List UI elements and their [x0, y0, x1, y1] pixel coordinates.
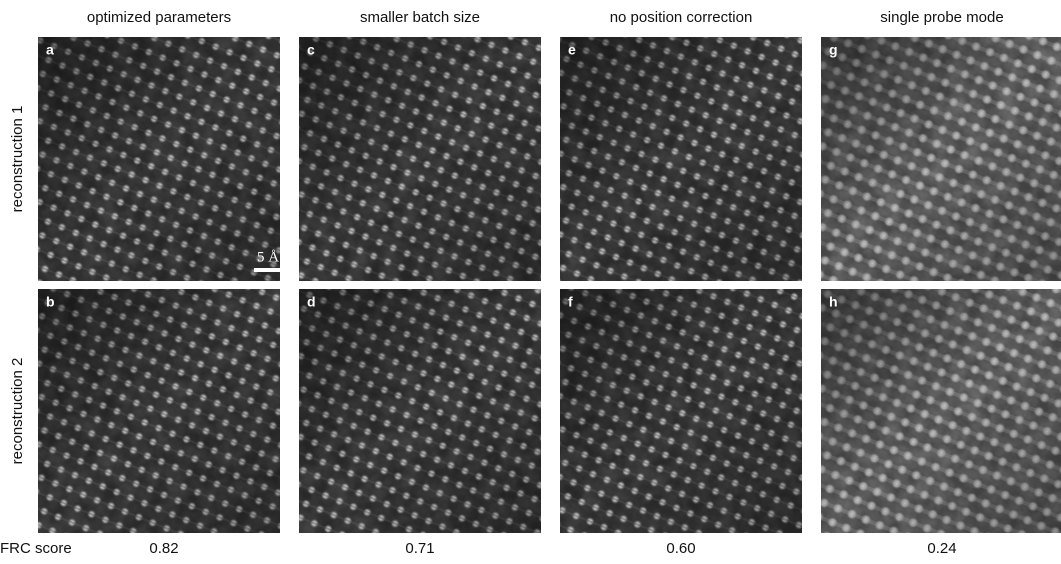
row-label: reconstruction 2: [9, 358, 26, 465]
column-title: smaller batch size: [360, 9, 480, 26]
row-label: reconstruction 1: [9, 106, 26, 213]
frc-score: 0.60: [666, 540, 695, 557]
image-panel: e: [560, 37, 802, 281]
image-panel: g: [821, 37, 1061, 281]
shading: [299, 37, 541, 281]
shading: [560, 37, 802, 281]
shading: [560, 289, 802, 533]
image-panel: d: [299, 289, 541, 533]
shading: [821, 289, 1061, 533]
image-panel: b: [38, 289, 280, 533]
scale-bar: [254, 268, 283, 272]
column-title: optimized parameters: [87, 9, 231, 26]
shading: [821, 37, 1061, 281]
frc-label: FRC score: [0, 540, 72, 557]
panel-letter: h: [829, 294, 838, 310]
panel-letter: f: [568, 294, 573, 310]
shading: [38, 289, 280, 533]
frc-score: 0.82: [149, 540, 178, 557]
image-panel: h: [821, 289, 1061, 533]
image-panel: f: [560, 289, 802, 533]
panel-letter: b: [46, 294, 55, 310]
image-panel: a: [38, 37, 280, 281]
panel-letter: d: [307, 294, 316, 310]
panel-letter: g: [829, 42, 838, 58]
frc-score: 0.24: [927, 540, 956, 557]
panel-letter: a: [46, 42, 54, 58]
image-panel: c: [299, 37, 541, 281]
shading: [299, 289, 541, 533]
panel-letter: c: [307, 42, 315, 58]
column-title: single probe mode: [880, 9, 1003, 26]
shading: [38, 37, 280, 281]
column-title: no position correction: [610, 9, 753, 26]
frc-score: 0.71: [405, 540, 434, 557]
scale-bar-label: 5 Å: [257, 249, 279, 265]
panel-letter: e: [568, 42, 576, 58]
